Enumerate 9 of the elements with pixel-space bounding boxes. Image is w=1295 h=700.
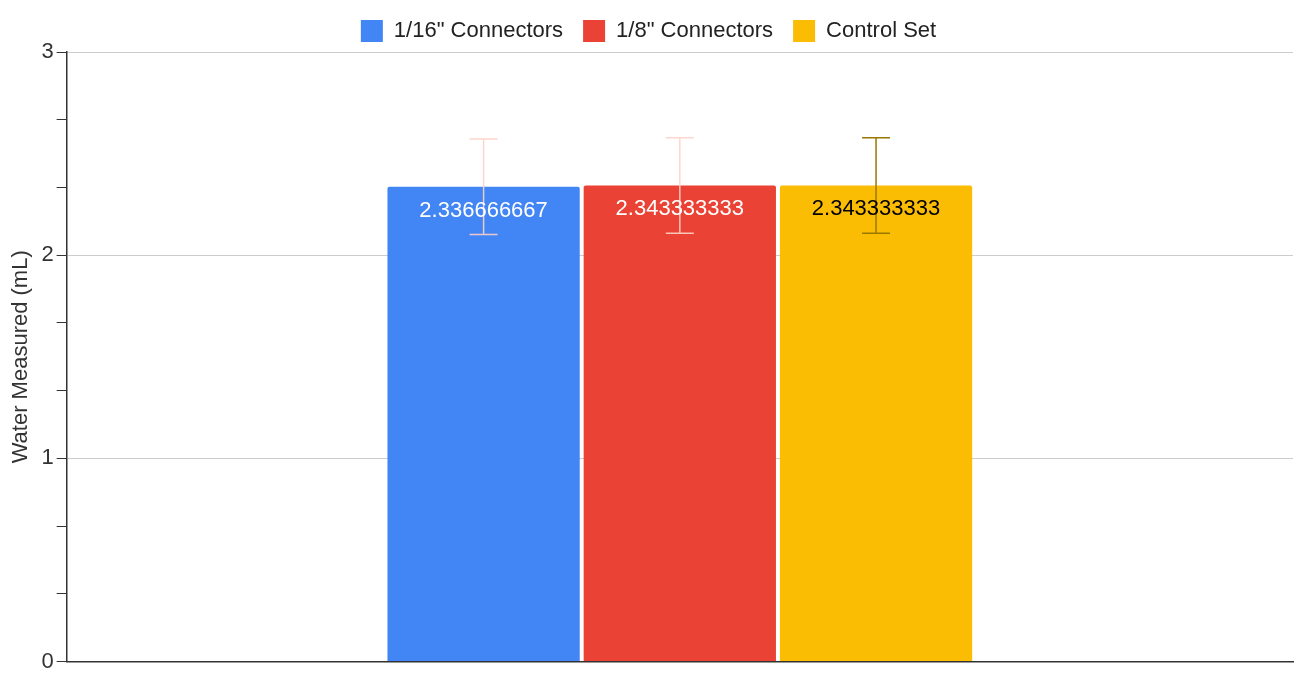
y-tick-label: 0 <box>41 647 54 673</box>
data-label: 2.343333333 <box>811 195 941 221</box>
legend-label: Control Set <box>826 17 937 43</box>
legend-label: 1/8" Connectors <box>616 17 774 43</box>
y-tick-label: 1 <box>41 444 54 470</box>
y-axis-title: Water Measured (mL) <box>7 250 33 464</box>
legend-label: 1/16" Connectors <box>393 17 564 43</box>
y-tick-label: 3 <box>41 38 54 64</box>
y-tick-label: 2 <box>41 241 54 267</box>
